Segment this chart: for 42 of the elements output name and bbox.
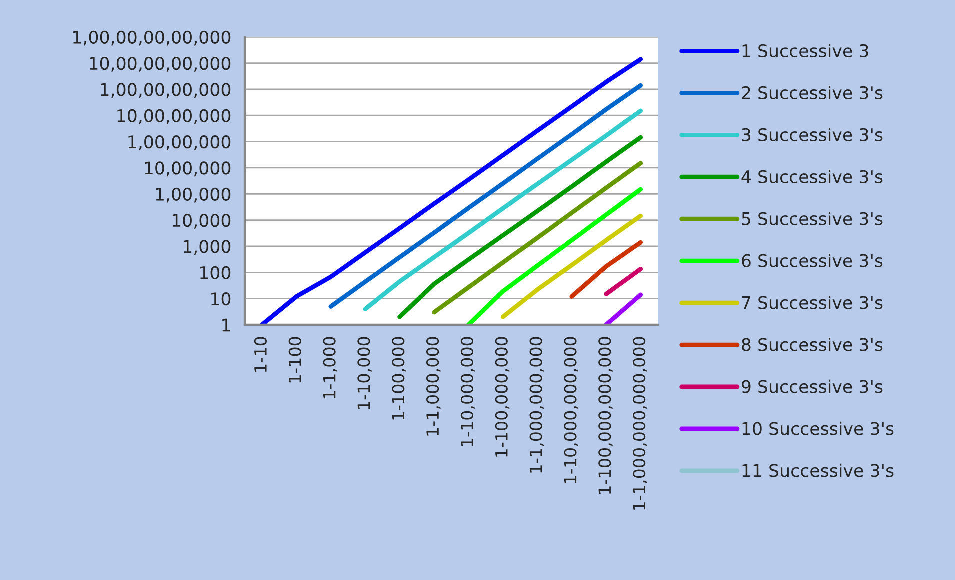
- line-series: [432, 161, 644, 315]
- y-tick-label: 10,000: [172, 214, 231, 229]
- x-tick-label: 1-10,000,000: [460, 337, 476, 446]
- legend-label: 10 Successive 3's: [742, 422, 894, 436]
- line-series: [398, 135, 644, 320]
- x-tick-label: 1-1,000: [323, 337, 338, 399]
- line-series: [500, 214, 644, 320]
- legend-label: 5 Successive 3's: [742, 212, 883, 226]
- y-tick-label: 10,00,000: [145, 162, 231, 177]
- legend-label: 4 Successive 3's: [742, 170, 883, 184]
- y-tick-label: 100: [200, 266, 231, 280]
- x-tick-label: 1-10,000,000,000: [564, 337, 578, 484]
- y-tick-label: 1,00,00,000: [128, 136, 231, 150]
- legend-label: 2 Successive 3's: [742, 86, 883, 100]
- x-tick-label: 1-10,000: [358, 337, 372, 410]
- legend-label: 3 Successive 3's: [742, 128, 883, 142]
- legend-label: 1 Successive 3: [742, 44, 868, 58]
- y-tick-label: 1,000: [184, 240, 231, 256]
- line-series: [466, 187, 644, 325]
- x-tick-label: 1-1,000,000,000,000: [633, 337, 648, 510]
- x-tick-label: 1-100,000: [392, 337, 406, 420]
- line-series: [328, 83, 644, 309]
- legend-label: 11 Successive 3's: [742, 464, 894, 478]
- x-tick-label: 1-100,000,000: [495, 337, 510, 457]
- legend-label: 8 Successive 3's: [742, 338, 883, 352]
- legend-label: 6 Successive 3's: [742, 254, 883, 268]
- y-tick-label: 10,00,00,000: [118, 109, 231, 124]
- y-tick-label: 1: [222, 318, 230, 332]
- line-series: [363, 108, 644, 312]
- legend-label: 9 Successive 3's: [742, 380, 883, 394]
- x-tick-label: 1-100,000,000,000: [598, 337, 613, 494]
- y-tick-label: 1,00,000: [156, 188, 231, 203]
- y-tick-label: 10: [212, 292, 231, 306]
- line-series: [260, 57, 644, 325]
- y-tick-label: 1,00,00,00,00,000: [74, 30, 231, 46]
- y-tick-label: 10,00,00,00,000: [90, 57, 231, 72]
- x-tick-label: 1-10: [254, 337, 268, 372]
- legend-label: 7 Successive 3's: [742, 296, 883, 310]
- x-tick-label: 1-100: [288, 337, 302, 383]
- x-tick-label: 1-1,000,000: [426, 337, 441, 436]
- x-tick-label: 1-1,000,000,000: [530, 337, 544, 473]
- y-tick-label: 1,00,00,00,000: [101, 83, 231, 98]
